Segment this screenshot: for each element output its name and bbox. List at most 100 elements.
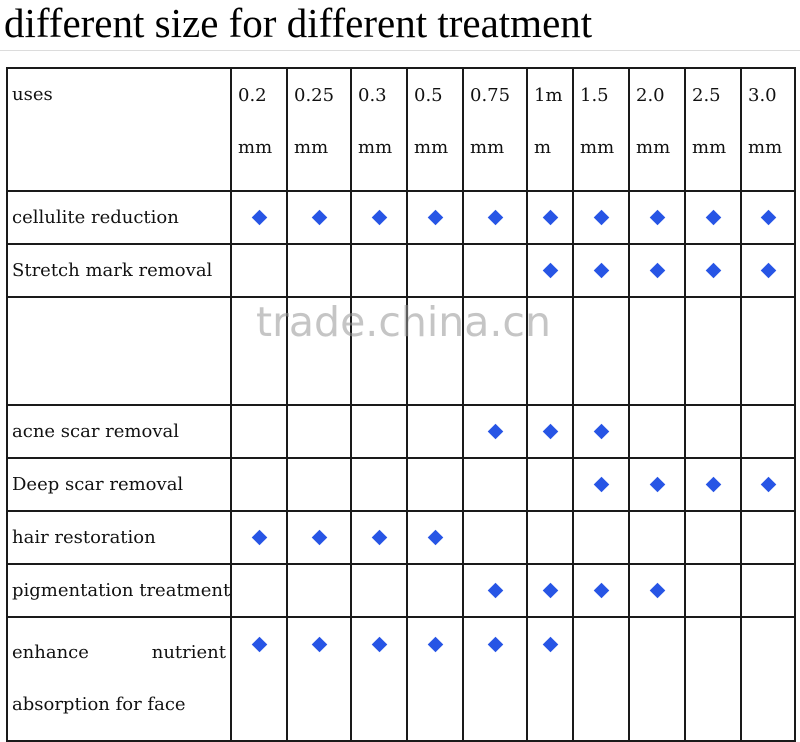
use-label-part: absorption for face xyxy=(12,694,186,715)
size-unit: mm xyxy=(294,137,329,158)
size-value: 3.0 xyxy=(748,85,777,106)
size-unit: mm xyxy=(414,137,449,158)
mark-cell xyxy=(286,190,352,245)
header-size: 0.5 mm xyxy=(406,67,464,192)
mark-cell xyxy=(572,404,630,459)
mark-cell xyxy=(684,563,742,618)
mark-cell xyxy=(740,243,796,298)
diamond-icon xyxy=(542,209,558,226)
mark-cell xyxy=(628,190,686,245)
use-cell: enhance nutrient absorption for face xyxy=(6,616,232,742)
diamond-icon xyxy=(593,209,609,226)
mark-cell xyxy=(406,563,464,618)
header-uses: uses xyxy=(6,67,232,192)
mark-cell xyxy=(230,190,288,245)
mark-cell xyxy=(628,457,686,512)
page-title: different size for different treatment xyxy=(4,0,593,46)
header-size: 1m m xyxy=(526,67,574,192)
mark-cell xyxy=(350,190,408,245)
size-unit: m xyxy=(534,137,552,158)
mark-cell xyxy=(286,510,352,565)
use-label-part: enhance xyxy=(12,642,89,663)
diamond-icon xyxy=(649,476,665,493)
size-unit: mm xyxy=(238,137,273,158)
use-label: pigmentation treatment xyxy=(12,580,231,601)
size-unit: mm xyxy=(748,137,783,158)
use-label: Deep scar removal xyxy=(12,474,184,495)
diamond-icon xyxy=(649,262,665,279)
diamond-icon xyxy=(705,209,721,226)
mark-cell xyxy=(350,404,408,459)
mark-cell xyxy=(572,296,630,406)
size-value: 0.2 xyxy=(238,85,267,106)
use-label: acne scar removal xyxy=(12,421,179,442)
mark-cell xyxy=(740,457,796,512)
diamond-icon xyxy=(705,262,721,279)
mark-cell xyxy=(572,510,630,565)
header-size: 3.0 mm xyxy=(740,67,796,192)
diamond-icon xyxy=(427,529,443,546)
mark-cell xyxy=(526,457,574,512)
mark-cell xyxy=(230,510,288,565)
mark-cell xyxy=(462,563,528,618)
diamond-icon xyxy=(251,209,267,226)
size-unit: mm xyxy=(470,137,505,158)
header-size: 1.5 mm xyxy=(572,67,630,192)
diamond-icon xyxy=(251,529,267,546)
table-row: Deep scar removal xyxy=(6,457,796,512)
mark-cell xyxy=(684,190,742,245)
table-row: Stretch mark removal xyxy=(6,243,796,298)
diamond-icon xyxy=(487,423,503,440)
mark-cell xyxy=(462,404,528,459)
mark-cell xyxy=(740,616,796,742)
diamond-icon xyxy=(593,476,609,493)
mark-cell xyxy=(572,616,630,742)
diamond-icon xyxy=(487,582,503,599)
size-value: 0.5 xyxy=(414,85,443,106)
mark-cell xyxy=(230,243,288,298)
size-unit: mm xyxy=(580,137,615,158)
mark-cell xyxy=(462,190,528,245)
mark-cell xyxy=(286,457,352,512)
mark-cell xyxy=(406,404,464,459)
diamond-icon xyxy=(542,636,558,653)
use-cell: Deep scar removal xyxy=(6,457,232,512)
size-unit: mm xyxy=(636,137,671,158)
header-size: 0.25 mm xyxy=(286,67,352,192)
mark-cell xyxy=(526,563,574,618)
diamond-icon xyxy=(427,636,443,653)
use-cell: pigmentation treatment xyxy=(6,563,232,618)
diamond-icon xyxy=(371,636,387,653)
header-size: 0.3 mm xyxy=(350,67,408,192)
mark-cell xyxy=(628,616,686,742)
mark-cell xyxy=(628,404,686,459)
diamond-icon xyxy=(371,209,387,226)
mark-cell xyxy=(462,616,528,742)
diamond-icon xyxy=(760,262,776,279)
size-unit: mm xyxy=(358,137,393,158)
mark-cell xyxy=(350,243,408,298)
mark-cell xyxy=(230,457,288,512)
mark-cell xyxy=(462,243,528,298)
mark-cell xyxy=(350,457,408,512)
mark-cell xyxy=(230,404,288,459)
diamond-icon xyxy=(542,423,558,440)
diamond-icon xyxy=(649,209,665,226)
use-label-part: nutrient xyxy=(151,642,226,663)
diamond-icon xyxy=(311,209,327,226)
mark-cell xyxy=(462,296,528,406)
table-row: hair restoration xyxy=(6,510,796,565)
mark-cell xyxy=(286,563,352,618)
mark-cell xyxy=(526,243,574,298)
mark-cell xyxy=(286,616,352,742)
use-cell: hair restoration xyxy=(6,510,232,565)
mark-cell xyxy=(740,510,796,565)
diamond-icon xyxy=(427,209,443,226)
size-value: 0.75 xyxy=(470,85,511,106)
mark-cell xyxy=(350,616,408,742)
header-size: 0.75 mm xyxy=(462,67,528,192)
mark-cell xyxy=(406,457,464,512)
mark-cell xyxy=(406,296,464,406)
mark-cell xyxy=(684,296,742,406)
diamond-icon xyxy=(251,636,267,653)
